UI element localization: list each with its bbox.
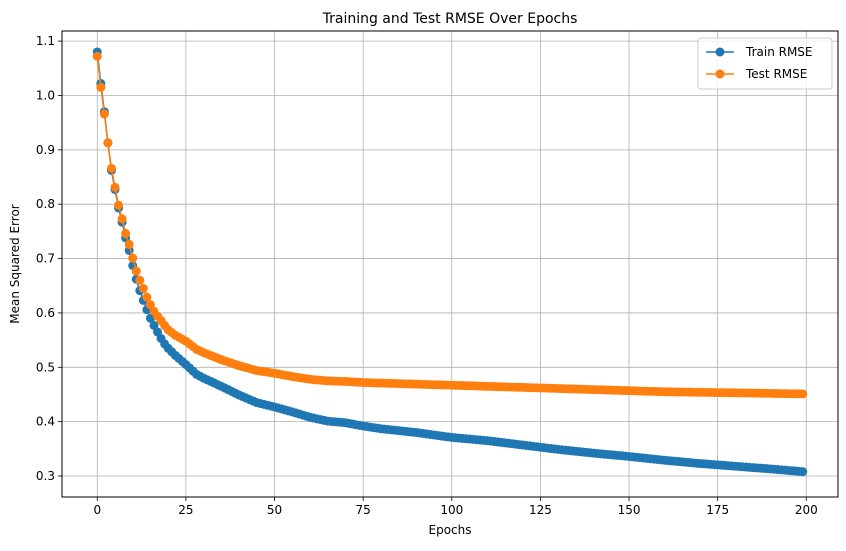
data-point-test-rmse	[106, 163, 116, 173]
y-tick-label: 0.3	[36, 469, 55, 483]
data-point-test-rmse	[96, 82, 106, 92]
y-tick-label: 0.4	[36, 415, 55, 429]
chart-title: Training and Test RMSE Over Epochs	[322, 11, 578, 27]
x-tick-label: 100	[440, 503, 463, 517]
x-tick-label: 25	[178, 503, 193, 517]
data-point-test-rmse	[103, 138, 113, 148]
data-point-test-rmse	[124, 239, 134, 249]
legend: Train RMSE Test RMSE	[697, 37, 833, 90]
data-point-test-rmse	[110, 182, 120, 192]
legend-label-train: Train RMSE	[745, 45, 813, 59]
x-axis-label: Epochs	[429, 523, 472, 537]
data-point-test-rmse	[92, 51, 102, 61]
y-axis-label: Mean Squared Error	[8, 204, 22, 324]
data-point-test-rmse	[99, 109, 109, 119]
x-tick-label: 0	[93, 503, 101, 517]
x-tick-label: 175	[706, 503, 729, 517]
data-point-test-rmse	[131, 266, 141, 276]
data-point-test-rmse	[117, 214, 127, 224]
data-point-test-rmse	[121, 229, 131, 239]
legend-entry-test: Test RMSE	[706, 67, 807, 81]
y-tick-label: 0.8	[36, 197, 55, 211]
x-tick-label: 75	[356, 503, 371, 517]
data-point-test-rmse	[128, 253, 138, 263]
legend-box	[697, 37, 833, 90]
series-train-rmse	[92, 47, 808, 477]
data-point-train-rmse	[798, 467, 808, 477]
y-tick-label: 0.5	[36, 360, 55, 374]
data-point-test-rmse	[798, 389, 808, 399]
legend-marker-test	[715, 69, 725, 79]
y-tick-label: 1.1	[36, 34, 55, 48]
plot-frame	[61, 30, 839, 498]
legend-marker-train	[715, 47, 725, 57]
data-point-test-rmse	[138, 283, 148, 293]
legend-label-test: Test RMSE	[745, 67, 807, 81]
x-tick-label: 125	[529, 503, 552, 517]
series-test-rmse	[92, 51, 808, 399]
y-tick-label: 0.7	[36, 252, 55, 266]
legend-entry-train: Train RMSE	[706, 45, 813, 59]
series-layer	[92, 47, 808, 477]
data-point-train-rmse	[145, 313, 155, 323]
y-tick-label: 0.9	[36, 143, 55, 157]
plot-area	[62, 31, 838, 497]
y-axis-ticks: 0.3 0.4 0.5 0.6 0.7 0.8 0.9 1.0 1.1	[36, 34, 62, 483]
data-point-test-rmse	[114, 200, 124, 210]
data-point-test-rmse	[135, 275, 145, 285]
y-tick-label: 0.6	[36, 306, 55, 320]
data-point-test-rmse	[142, 292, 152, 302]
x-tick-label: 50	[267, 503, 282, 517]
x-tick-label: 150	[618, 503, 641, 517]
x-tick-label: 200	[795, 503, 818, 517]
y-tick-label: 1.0	[36, 88, 55, 102]
x-axis-ticks: 0 25 50 75 100 125 150 175 200	[93, 497, 818, 517]
